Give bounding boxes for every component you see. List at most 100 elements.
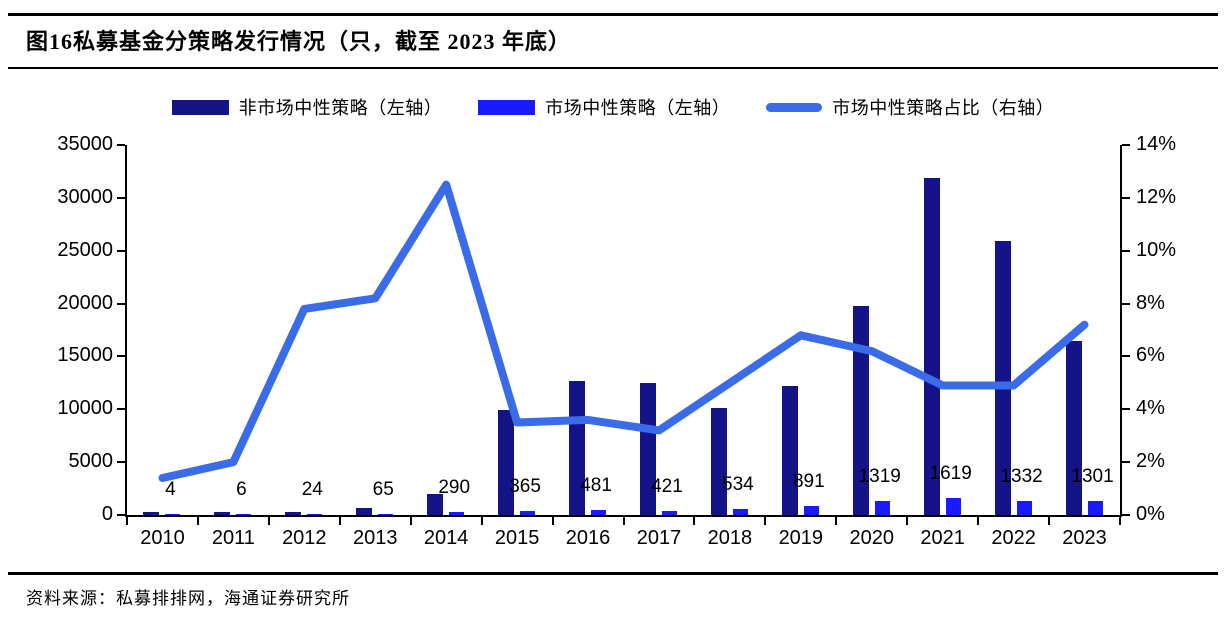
y-left-tick — [117, 302, 125, 305]
x-axis-tick — [551, 517, 554, 525]
x-axis-tick — [1119, 517, 1121, 525]
line-swatch-royal-blue-icon — [766, 102, 823, 112]
x-axis-tick — [409, 517, 412, 525]
y-right-tick — [1122, 461, 1130, 464]
y-left-tick — [117, 144, 125, 146]
x-axis-label-2013: 2013 — [353, 527, 398, 549]
top-rule — [8, 13, 1218, 16]
x-axis-label-2018: 2018 — [707, 527, 753, 549]
bar-non-market-neutral-2014 — [427, 493, 444, 515]
x-axis-tick — [764, 517, 767, 525]
data-label-2016: 481 — [580, 474, 612, 496]
ratio-line-chart — [158, 180, 1089, 482]
data-label-2012: 24 — [301, 479, 323, 500]
bar-market-neutral-2018 — [732, 509, 748, 515]
bar-market-neutral-2014 — [449, 511, 465, 515]
x-axis-tick — [622, 517, 625, 525]
y-right-tick — [1122, 514, 1130, 516]
x-axis-label-2022: 2022 — [991, 527, 1036, 549]
bar-market-neutral-2011 — [236, 514, 252, 515]
legend-item-ratio-line: 市场中性策略占比（右轴） — [766, 94, 1054, 120]
bar-non-market-neutral-2011 — [214, 512, 231, 515]
y-right-tick-label: 10% — [1136, 238, 1177, 261]
x-axis-label-2017: 2017 — [636, 527, 682, 549]
bar-market-neutral-2021 — [945, 497, 961, 515]
chart-legend: 非市场中性策略（左轴） 市场中性策略（左轴） 市场中性策略占比（右轴） — [0, 94, 1226, 120]
data-label-2023: 1301 — [1071, 466, 1114, 488]
data-label-2022: 1332 — [1000, 465, 1043, 487]
y-left-tick-label: 20000 — [57, 291, 113, 314]
bar-non-market-neutral-2018 — [710, 408, 727, 515]
x-axis-tick — [977, 517, 980, 525]
y-left-tick-label: 30000 — [57, 185, 113, 208]
y-left-tick-label: 35000 — [57, 133, 113, 155]
data-label-2011: 6 — [236, 479, 247, 500]
y-right-tick-label: 14% — [1136, 133, 1177, 155]
data-label-2021: 1619 — [929, 462, 972, 484]
x-axis-tick — [906, 517, 909, 525]
x-axis-label-2020: 2020 — [849, 527, 895, 549]
x-axis-tick — [267, 517, 270, 525]
x-axis-tick — [126, 517, 128, 525]
x-axis-tick — [196, 517, 199, 525]
y-right-tick-label: 2% — [1136, 450, 1165, 473]
bar-non-market-neutral-2010 — [143, 512, 160, 515]
bar-market-neutral-2020 — [874, 501, 890, 515]
x-axis-label-2016: 2016 — [565, 527, 611, 549]
data-label-2010: 4 — [165, 479, 176, 500]
data-label-2019: 891 — [792, 470, 825, 492]
bar-non-market-neutral-2016 — [569, 380, 586, 515]
legend-item-non-market-neutral: 非市场中性策略（左轴） — [171, 94, 443, 120]
source-note: 资料来源：私募排排网，海通证券研究所 — [26, 589, 350, 608]
y-left-tick-label: 0 — [101, 503, 113, 525]
y-right-tick-label: 6% — [1136, 344, 1165, 367]
bar-non-market-neutral-2022 — [994, 241, 1011, 515]
legend-label: 市场中性策略占比（右轴） — [832, 98, 1055, 118]
y-left-tick — [117, 196, 125, 199]
y-left-tick-label: 5000 — [68, 450, 114, 473]
x-axis-tick — [338, 517, 341, 525]
y-right-tick — [1122, 196, 1130, 199]
bar-market-neutral-2022 — [1016, 500, 1032, 515]
bottom-rule — [8, 572, 1218, 575]
legend-label: 非市场中性策略（左轴） — [238, 98, 443, 118]
x-axis-tick — [835, 517, 838, 525]
bar-market-neutral-2015 — [520, 511, 536, 515]
chart-title: 图16私募基金分策略发行情况（只，截至 2023 年底） — [26, 29, 572, 54]
bar-non-market-neutral-2021 — [923, 177, 940, 515]
y-right-tick-label: 4% — [1136, 397, 1165, 420]
x-axis-label-2010: 2010 — [140, 527, 185, 549]
x-axis-tick — [693, 517, 696, 525]
legend-item-market-neutral: 市场中性策略（左轴） — [478, 94, 730, 120]
y-right-tick — [1122, 144, 1130, 146]
y-right-tick — [1122, 355, 1130, 358]
bar-non-market-neutral-2015 — [498, 410, 515, 515]
x-axis-label-2014: 2014 — [423, 527, 469, 549]
bar-market-neutral-2019 — [803, 505, 819, 515]
y-right-tick-label: 8% — [1136, 291, 1165, 314]
y-right-tick — [1122, 408, 1130, 411]
bar-non-market-neutral-2019 — [781, 386, 798, 515]
bar-non-market-neutral-2023 — [1065, 340, 1082, 515]
y-left-tick-label: 15000 — [57, 344, 113, 367]
data-label-2020: 1319 — [858, 466, 901, 488]
title-underline-rule — [8, 67, 1218, 69]
y-right-tick-label: 12% — [1136, 185, 1177, 208]
x-axis-label-2019: 2019 — [778, 527, 824, 549]
x-axis-label-2021: 2021 — [920, 527, 965, 549]
y-right-tick — [1122, 249, 1130, 252]
bar-non-market-neutral-2012 — [285, 512, 302, 515]
x-axis-label-2011: 2011 — [211, 527, 255, 549]
x-axis-label-2023: 2023 — [1062, 527, 1107, 549]
bar-non-market-neutral-2017 — [639, 382, 656, 515]
y-left-tick — [117, 514, 125, 516]
bar-market-neutral-2013 — [378, 514, 394, 515]
plot-area: 4 6 24 65 290 365 481 421 534 891 1319 1619 1332 1301… — [57, 133, 1176, 549]
y-left-tick — [117, 355, 125, 358]
y-right-tick-label: 0% — [1136, 503, 1165, 525]
y-left-tick-label: 25000 — [57, 238, 113, 261]
bar-non-market-neutral-2013 — [356, 507, 373, 515]
data-label-2014: 290 — [438, 476, 471, 498]
bar-market-neutral-2023 — [1087, 501, 1103, 515]
